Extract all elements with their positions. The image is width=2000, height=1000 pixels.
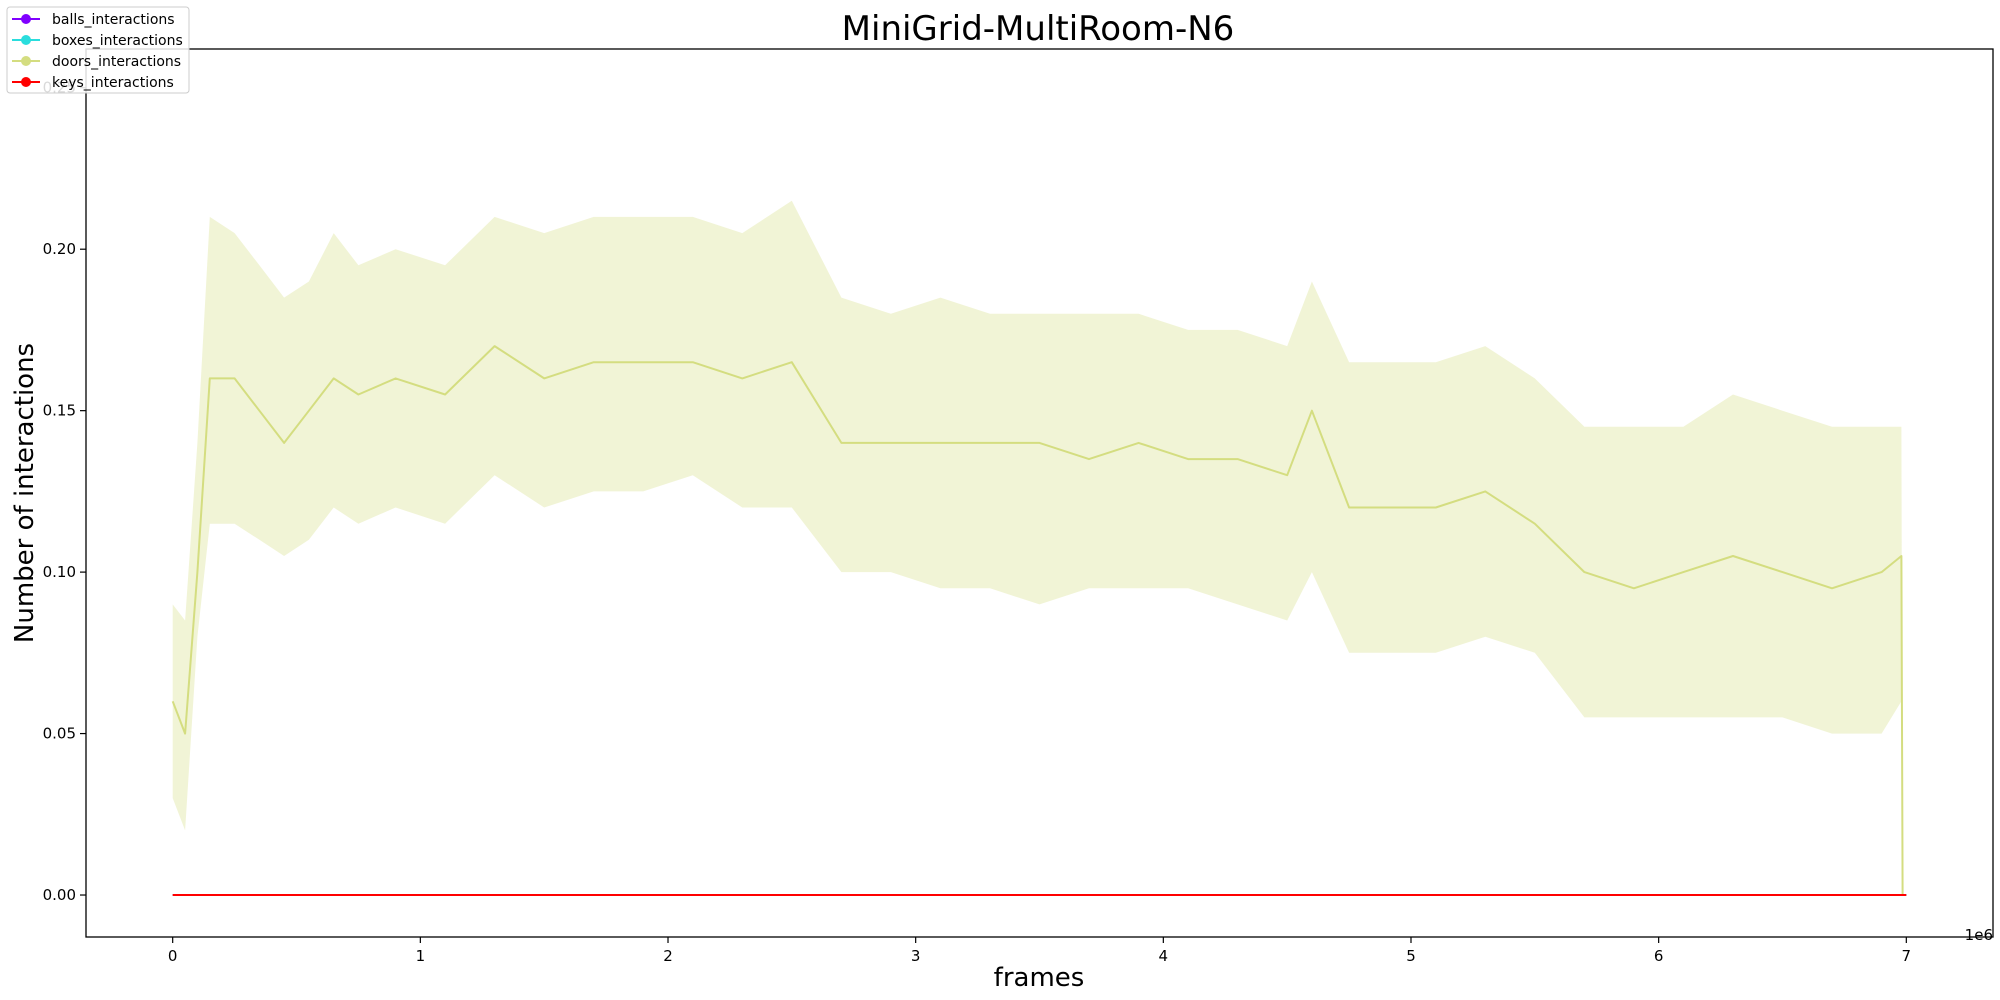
- keys-interactions-legend-marker: [21, 77, 31, 87]
- y-ticks: 0.000.050.100.150.200.25: [43, 79, 86, 904]
- boxes-interactions-legend-marker: [21, 35, 31, 45]
- y-tick-label: 0.20: [43, 240, 76, 258]
- x-offset-text: 1e6: [1965, 926, 1993, 944]
- x-tick-label: 3: [911, 947, 921, 965]
- boxes-interactions-legend-label: boxes_interactions: [52, 33, 183, 49]
- legend: balls_interactions boxes_interactionsdoor…: [6, 6, 190, 94]
- x-tick-label: 2: [663, 947, 673, 965]
- doors-interactions-band: [172, 200, 1903, 896]
- y-tick-label: 0.05: [43, 725, 76, 743]
- y-tick-label: 0.10: [43, 563, 76, 581]
- balls-interactions-legend-label: balls_interactions: [52, 12, 175, 28]
- doors-interactions-line: [171, 345, 1904, 896]
- x-ticks: 0 1 2 3 4 5 6 7: [168, 937, 1911, 965]
- x-tick-label: 6: [1654, 947, 1664, 965]
- chart-title: MiniGrid-MultiRoom-N6: [842, 9, 1235, 49]
- confidence-band-layer: [172, 200, 1903, 896]
- doors-interactions-legend-marker: [21, 56, 31, 66]
- x-tick-label: 5: [1406, 947, 1416, 965]
- y-tick-label: 0.15: [43, 402, 76, 420]
- legend-box: [6, 6, 190, 94]
- x-tick-label: 7: [1902, 947, 1912, 965]
- x-tick-label: 0: [168, 947, 178, 965]
- y-axis-label: Number of interactions: [10, 343, 40, 643]
- keys-interactions-legend-label: keys_interactions: [52, 75, 174, 91]
- series-line-layer: [171, 345, 1907, 896]
- x-axis-label: frames: [994, 963, 1085, 993]
- plot-frame: [85, 48, 1994, 938]
- y-tick-label: 0.00: [43, 886, 76, 904]
- doors-interactions-legend-label: doors_interactions: [52, 54, 181, 70]
- x-tick-label: 1: [416, 947, 426, 965]
- balls-interactions-legend-marker: [21, 14, 31, 24]
- x-tick-label: 4: [1159, 947, 1169, 965]
